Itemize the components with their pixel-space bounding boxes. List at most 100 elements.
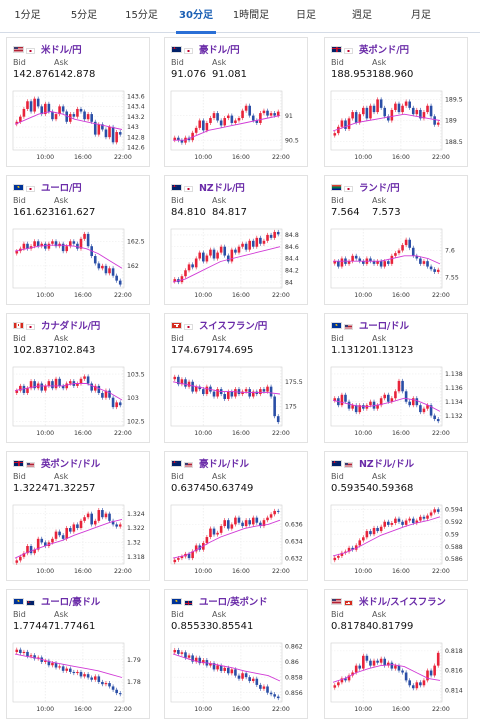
x-tick-label: 10:00 (36, 568, 54, 575)
candle (266, 386, 269, 392)
candle (51, 538, 54, 543)
bid-value: 0.63745 (171, 483, 213, 494)
tab-1min[interactable]: 1分足 (14, 10, 41, 21)
candle (379, 99, 383, 108)
candle (419, 682, 422, 686)
pair-name[interactable]: ユーロ/ドル (359, 321, 409, 332)
bid-label: Bid (171, 334, 184, 343)
candle (19, 385, 22, 391)
currency-card[interactable]: NZドル/ドル Bid Ask 0.593540.59368 10:00 16:00 22:… (324, 451, 468, 581)
candle (86, 513, 90, 518)
pair-name[interactable]: スイスフラン/円 (199, 321, 268, 332)
y-tick-label: 0.862 (285, 643, 303, 650)
candle (216, 252, 219, 259)
tab-15min[interactable]: 15分足 (125, 10, 158, 21)
pair-name[interactable]: 英ポンド/ドル (41, 459, 101, 470)
candle (22, 243, 26, 249)
candle (436, 652, 440, 666)
pair-name[interactable]: 米ドル/スイスフラン (359, 597, 446, 608)
currency-card[interactable]: ユーロ/ドル Bid Ask 1.131201.13123 10:00 16:00 22:0… (324, 313, 468, 443)
y-tick-label: 91 (285, 113, 293, 120)
pair-name[interactable]: ユーロ/英ポンド (199, 597, 268, 608)
y-tick-label: 0.636 (285, 522, 303, 529)
candle (379, 261, 383, 267)
pair-name[interactable]: カナダドル/円 (41, 321, 101, 332)
tab-daily[interactable]: 日足 (296, 10, 316, 21)
candle (191, 264, 194, 268)
candle (54, 378, 58, 389)
candle (386, 662, 390, 666)
price-values: 174.679174.695 (171, 345, 253, 356)
moving-average-line (172, 519, 281, 559)
pair-name[interactable]: 豪ドル/ドル (199, 459, 249, 470)
currency-card[interactable]: ユーロ/英ポンド Bid Ask 0.855330.85541 10:00 16:00 22… (164, 589, 308, 719)
flag-jp-icon (26, 48, 35, 54)
currency-card[interactable]: 米ドル/スイスフラン Bid Ask 0.817840.81799 10:00 16:00… (324, 589, 468, 719)
tab-1hour[interactable]: 1時間足 (232, 10, 270, 21)
candle (111, 268, 115, 276)
candle (180, 556, 184, 559)
candle (61, 535, 65, 539)
currency-card[interactable]: ユーロ/円 Bid Ask 161.623161.627 10:00 16:00 22:00… (6, 175, 150, 305)
candle (340, 120, 344, 127)
candle (379, 526, 383, 532)
candle (19, 556, 22, 561)
candle (86, 376, 90, 384)
candle (344, 394, 347, 402)
currency-card[interactable]: ランド/円 Bid Ask 7.564 7.573 10:00 16:00 22:00 7.6 7… (324, 175, 468, 305)
currency-card[interactable]: ユーロ/豪ドル Bid Ask 1.774471.77461 10:00 16:00 22:… (6, 589, 150, 719)
candle (26, 651, 29, 657)
candle (262, 686, 266, 689)
candle (111, 686, 115, 690)
x-tick-label: 22:00 (432, 706, 450, 713)
candle (108, 683, 111, 687)
price-values: 91.076 91.081 (171, 69, 247, 80)
tab-5min[interactable]: 5分足 (70, 10, 98, 21)
price-values: 0.817840.81799 (331, 621, 413, 632)
ask-value: 1.32257 (54, 483, 96, 494)
x-tick-label: 10:00 (354, 154, 372, 161)
candle (340, 552, 344, 556)
tab-weekly[interactable]: 週足 (352, 10, 372, 21)
pair-name[interactable]: NZドル/ドル (359, 459, 414, 470)
y-tick-label: 175 (285, 404, 297, 411)
candle (394, 665, 397, 669)
currency-card[interactable]: 英ポンド/円 Bid Ask 188.953188.960 10:00 16:00 22:0… (324, 37, 468, 167)
currency-card[interactable]: 米ドル/円 Bid Ask 142.876142.878 10:00 16:00 22:00… (6, 37, 150, 167)
currency-card[interactable]: 豪ドル/ドル Bid Ask 0.637450.63749 10:00 16:00 22:0… (164, 451, 308, 581)
currency-card[interactable]: カナダドル/円 Bid Ask 102.837102.843 10:00 16:00 22:… (6, 313, 150, 443)
candle (422, 516, 426, 519)
currency-card[interactable]: 英ポンド/ドル Bid Ask 1.322471.32257 10:00 16:00 22:… (6, 451, 150, 581)
currency-card[interactable]: NZドル/円 Bid Ask 84.810 84.817 10:00 16:00 22:00 8… (164, 175, 308, 305)
candle (397, 103, 401, 113)
y-tick-label: 0.818 (445, 648, 463, 655)
tab-30min[interactable]: 30分足 (170, 0, 222, 34)
pair-name[interactable]: ユーロ/円 (41, 183, 82, 194)
candle (401, 521, 404, 525)
plot-area (330, 642, 443, 703)
candle (433, 509, 436, 513)
candle (180, 652, 184, 654)
candle (347, 401, 351, 409)
price-labels: Bid Ask (331, 472, 386, 481)
currency-card[interactable]: 豪ドル/円 Bid Ask 91.076 91.081 10:00 16:00 22:00 91… (164, 37, 308, 167)
pair-name[interactable]: NZドル/円 (199, 183, 245, 194)
price-values: 161.623161.627 (13, 207, 95, 218)
pair-name[interactable]: 米ドル/円 (41, 45, 82, 56)
candle (251, 678, 255, 682)
price-labels: Bid Ask (171, 196, 226, 205)
candle (354, 665, 358, 673)
candle (65, 383, 69, 389)
pair-name[interactable]: ランド/円 (359, 183, 400, 194)
candle (194, 127, 198, 133)
pair-name[interactable]: ユーロ/豪ドル (41, 597, 101, 608)
candle (255, 237, 259, 247)
pair-name[interactable]: 英ポンド/円 (359, 45, 409, 56)
pair-name[interactable]: 豪ドル/円 (199, 45, 240, 56)
candle (33, 241, 36, 247)
card-header: ランド/円 (331, 181, 400, 194)
tab-monthly[interactable]: 月足 (411, 10, 431, 21)
flag-us-icon (331, 597, 342, 605)
currency-card[interactable]: スイスフラン/円 Bid Ask 174.679174.695 10:00 16:00 22… (164, 313, 308, 443)
candle (61, 385, 65, 389)
